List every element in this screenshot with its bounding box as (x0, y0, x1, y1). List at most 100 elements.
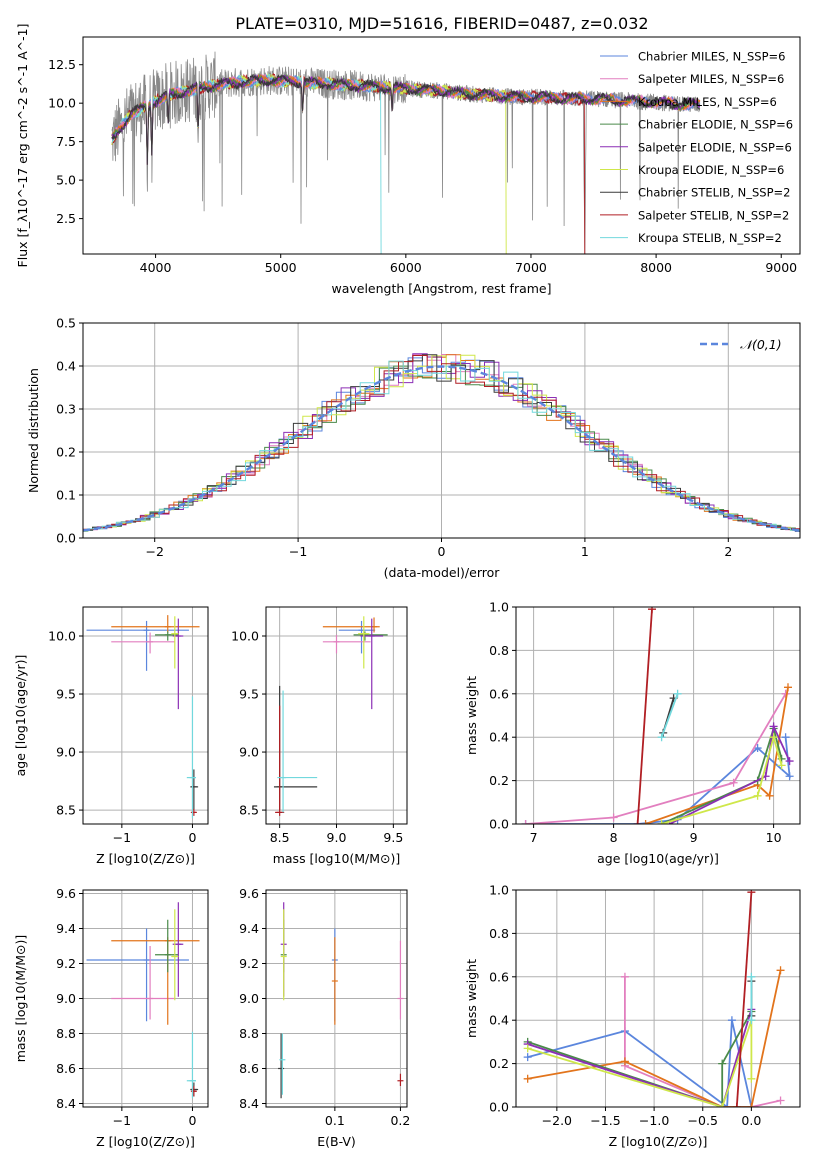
x-tick-label: 0.2 (390, 1113, 410, 1128)
weight-marker-yellow (777, 761, 786, 770)
y-tick-label: 9.4 (239, 921, 259, 936)
x-tick-label: 9.5 (383, 830, 403, 845)
y-tick-label: 10.0 (231, 629, 259, 644)
y-tick-label: 1.0 (489, 883, 509, 898)
weight-marker-orange (765, 791, 774, 800)
y-tick-label: 0.2 (56, 445, 76, 460)
weight-marker-pink (609, 813, 618, 822)
y-tick-label: 8.4 (239, 1096, 259, 1111)
weight-marker-orange (784, 683, 792, 692)
legend-entry: Salpeter MILES, N_SSP=6 (638, 72, 784, 86)
y-tick-label: 0.4 (489, 730, 509, 745)
panel-age-vs-mass: 8.5 9.0 9.5 8.5 9.0 9.5 10.0 mass [log10(M/M⊙)] (231, 606, 408, 866)
weight-marker-cyan (747, 972, 756, 981)
x-axis-label: Z [log10(Z/Z⊙)] (609, 1134, 708, 1149)
y-tick-label: 9.0 (239, 991, 259, 1006)
weight-marker-red (732, 1103, 741, 1107)
figure-title: PLATE=0310, MJD=51616, FIBERID=0487, z=0… (235, 14, 648, 33)
weight-marker-yellow (657, 820, 666, 824)
panel-weight-vs-age: 7 8 9 10 0.0 0.2 0.4 0.6 0.8 1.0 age [log10(age/yr… (464, 600, 801, 866)
weight-marker-blue (523, 1053, 532, 1062)
x-tick-label: −0.5 (688, 1113, 718, 1128)
weight-series-blue (525, 737, 791, 824)
axes-frame (265, 889, 408, 1108)
weight-marker-blue (785, 772, 794, 781)
y-tick-label: 0.8 (489, 926, 509, 941)
axes-frame (515, 889, 801, 1108)
y-tick-label: 8.6 (56, 1061, 76, 1076)
weight-marker-cyan (673, 689, 682, 698)
y-tick-label: 0.4 (56, 359, 76, 374)
weight-marker-green (718, 1059, 727, 1068)
y-axis-label: mass weight (464, 959, 479, 1038)
y-tick-label: 10.0 (48, 629, 76, 644)
y-tick-label: 5.0 (56, 173, 76, 188)
legend-entry: Chabrier STELIB, N_SSP=2 (638, 186, 790, 200)
axes-frame (82, 36, 801, 255)
y-tick-label: 9.6 (239, 886, 259, 901)
legend-entry: Salpeter STELIB, N_SSP=2 (638, 208, 789, 222)
x-tick-label: 10 (766, 830, 782, 845)
x-axis-label: Z [log10(Z/Z⊙)] (96, 1134, 195, 1149)
y-tick-label: 9.0 (56, 991, 76, 1006)
axes-frame (515, 606, 801, 825)
x-tick-label: 4000 (140, 260, 172, 275)
histograms (83, 353, 800, 533)
x-tick-label: 8.5 (270, 830, 290, 845)
panel-mass-vs-Z: −1 0 8.4 8.6 8.8 9.0 9.2 9.4 9.6 Z [log10(Z/Z⊙)] m… (13, 886, 209, 1149)
y-tick-label: 0.0 (56, 531, 76, 546)
y-axis-label: mass weight (464, 676, 479, 755)
weight-marker-orange (747, 1103, 756, 1107)
x-tick-label: 0.0 (741, 1113, 761, 1128)
y-tick-label: 9.5 (239, 687, 259, 702)
panel-weight-vs-Z: −2.0 −1.5 −1.0 −0.5 0.0 0.0 0.2 0.4 0.6 0.8 1.0 Z [… (464, 883, 801, 1149)
x-tick-label: −1 (113, 1113, 131, 1128)
y-tick-label: 8.6 (239, 1061, 259, 1076)
legend-entry: Chabrier MILES, N_SSP=6 (638, 50, 785, 64)
weight-marker-blue (781, 733, 790, 742)
y-tick-label: 0.6 (489, 686, 509, 701)
y-tick-label: 0.0 (489, 817, 509, 832)
y-tick-label: 9.6 (56, 886, 76, 901)
x-tick-label: 0.1 (325, 1113, 345, 1128)
weight-series-green (527, 1011, 753, 1107)
y-tick-label: 8.8 (239, 1026, 259, 1041)
weight-marker-pink (729, 778, 738, 787)
weight-marker-yellow (769, 733, 778, 742)
y-tick-label: 10.0 (48, 96, 76, 111)
y-tick-label: 0.8 (489, 643, 509, 658)
y-axis-label: mass [log10(M/M⊙)] (13, 935, 28, 1063)
weight-marker-yellow (747, 1074, 756, 1083)
weight-series-green (661, 725, 783, 824)
x-tick-label: 7000 (515, 260, 547, 275)
weight-marker-purple (769, 722, 778, 731)
x-tick-label: 6000 (390, 260, 422, 275)
model-spectrum-dark (111, 73, 701, 165)
legend-entry: 𝒩(0,1) (740, 337, 782, 352)
x-tick-label: 5000 (265, 260, 297, 275)
y-tick-label: 9.2 (56, 956, 76, 971)
axes-frame (265, 606, 408, 825)
weight-marker-blue (723, 1103, 732, 1107)
y-tick-label: 9.4 (56, 921, 76, 936)
panel-age-vs-Z: −1 0 8.5 9.0 9.5 10.0 Z [log10(Z/Z⊙)] age [log1… (13, 606, 209, 866)
weight-marker-pink (620, 972, 629, 981)
axes-frame (82, 322, 801, 539)
x-tick-label: 1 (581, 544, 589, 559)
weight-series-yellow (661, 733, 783, 824)
x-tick-label: 8 (610, 830, 618, 845)
weight-marker-orange (620, 1057, 629, 1066)
weight-lines (523, 890, 785, 1107)
x-tick-label: 0 (188, 830, 196, 845)
weight-series-red (636, 609, 653, 824)
x-tick-label: −2 (145, 544, 163, 559)
y-tick-label: 9.0 (56, 745, 76, 760)
legend-entry: Salpeter ELODIE, N_SSP=6 (638, 140, 792, 154)
x-axis-label: wavelength [Angstrom, rest frame] (331, 281, 551, 296)
weight-series-yellow (527, 1019, 753, 1107)
y-tick-label: 1.0 (489, 600, 509, 615)
weight-marker-yellow (753, 791, 762, 800)
x-axis-label: Z [log10(Z/Z⊙)] (96, 851, 195, 866)
y-tick-label: 0.3 (56, 402, 76, 417)
y-tick-label: 9.5 (56, 687, 76, 702)
